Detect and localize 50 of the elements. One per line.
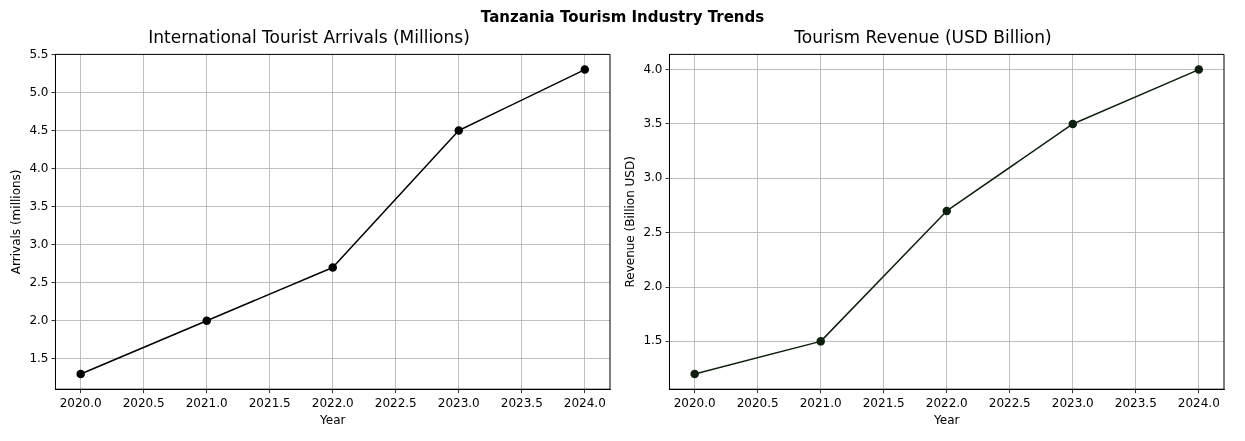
y-axis-title: Arrivals (millions) (9, 169, 24, 275)
x-tick-label: 2022.0 (311, 395, 354, 410)
y-tick-label: 5.5 (29, 46, 49, 61)
y-tick-label: 4.0 (643, 61, 663, 76)
point (454, 126, 464, 135)
x-axis-title: Year (319, 412, 346, 427)
point (1068, 119, 1078, 129)
x-tick-label: 2022.5 (988, 395, 1031, 410)
x-tick-label: 2024.0 (1177, 395, 1220, 410)
x-tick-label: 2021.0 (185, 395, 228, 410)
y-tick-label: 2.5 (643, 224, 663, 239)
point (690, 369, 699, 379)
chart-subtitle: International Tourist Arrivals (Millions) (148, 26, 470, 47)
y-tick-label: 3.0 (29, 236, 49, 251)
x-axis-title: Year (933, 412, 960, 427)
y-tick-label: 1.5 (643, 333, 663, 348)
x-tick-label: 2021.5 (248, 395, 291, 410)
y-tick-label: 2.0 (643, 279, 663, 294)
x-tick-label: 2023.5 (1114, 395, 1157, 410)
x-tick-label: 2020.5 (736, 395, 779, 410)
x-tick-label: 2024.0 (563, 395, 606, 410)
y-tick-label: 5.0 (29, 84, 49, 99)
x-tick-label: 2020.0 (59, 395, 102, 410)
y-tick-label: 3.5 (643, 116, 663, 131)
y-tick-label: 4.0 (29, 160, 49, 175)
point (1194, 65, 1204, 74)
point (942, 206, 951, 216)
x-tick-label: 2020.0 (673, 395, 716, 410)
y-tick-label: 1.5 (29, 350, 49, 365)
point (202, 316, 211, 325)
x-tick-label: 2021.5 (862, 395, 905, 410)
y-tick-label: 2.0 (29, 312, 49, 327)
y-tick-label: 3.0 (643, 170, 663, 185)
point (76, 369, 85, 379)
chart-title: Tanzania Tourism Industry Trends (479, 8, 766, 26)
y-tick-label: 4.5 (29, 122, 49, 137)
x-tick-label: 2023.5 (500, 395, 543, 410)
point (580, 65, 590, 74)
x-tick-label: 2023.0 (1051, 395, 1094, 410)
x-tick-label: 2021.0 (799, 395, 842, 410)
y-tick-label: 2.5 (29, 274, 49, 289)
chart-title: Tourism Revenue (USD Billion) (793, 26, 1052, 47)
x-tick-label: 2020.5 (122, 395, 165, 410)
y-axis-title: Revenue (Billion USD) (623, 156, 638, 288)
y-tick-label: 3.5 (29, 198, 49, 213)
x-tick-label: 2022.5 (374, 395, 417, 410)
x-tick-label: 2022.0 (925, 395, 968, 410)
point (328, 263, 337, 272)
point (816, 337, 825, 346)
x-tick-label: 2023.0 (437, 395, 480, 410)
